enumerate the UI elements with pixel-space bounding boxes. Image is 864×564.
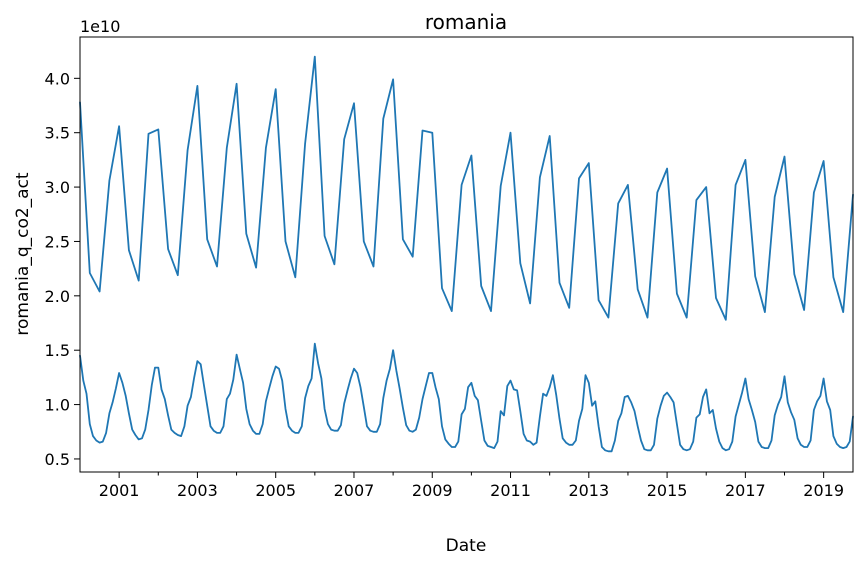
x-tick-label: 2003 xyxy=(177,481,218,500)
y-axis: 0.5 1.0 1.5 2.0 2.5 3.0 3.5 4.0 xyxy=(45,69,80,469)
y-tick-label: 0.5 xyxy=(45,450,70,469)
x-axis-label: Date xyxy=(446,536,487,556)
x-tick-label: 2009 xyxy=(412,481,453,500)
x-tick-label: 2007 xyxy=(334,481,375,500)
series-layer xyxy=(79,55,854,453)
series-line-1 xyxy=(79,55,854,321)
y-tick-label: 3.0 xyxy=(45,178,70,197)
series-line-2 xyxy=(79,342,854,453)
x-tick-label: 2017 xyxy=(725,481,766,500)
x-tick-label: 2015 xyxy=(647,481,688,500)
chart-title: romania xyxy=(425,10,507,34)
x-tick-label: 2005 xyxy=(255,481,296,500)
axes-frame xyxy=(79,36,854,473)
x-tick-label: 2019 xyxy=(803,481,844,500)
y-tick-label: 3.5 xyxy=(45,124,70,143)
y-tick-label: 2.5 xyxy=(45,232,70,251)
y-offset-text: 1e10 xyxy=(80,17,120,36)
x-tick-label: 2011 xyxy=(490,481,531,500)
y-axis-label: romania_q_co2_act xyxy=(13,172,33,336)
y-tick-label: 4.0 xyxy=(45,69,70,88)
x-tick-label: 2013 xyxy=(568,481,609,500)
x-axis: 2001 2003 2005 2007 2009 2011 2013 2015 2017 2019 xyxy=(99,472,844,500)
y-tick-label: 1.5 xyxy=(45,341,70,360)
y-tick-label: 1.0 xyxy=(45,396,70,415)
x-tick-label: 2001 xyxy=(99,481,140,500)
plot-area xyxy=(79,36,854,473)
y-tick-label: 2.0 xyxy=(45,287,70,306)
